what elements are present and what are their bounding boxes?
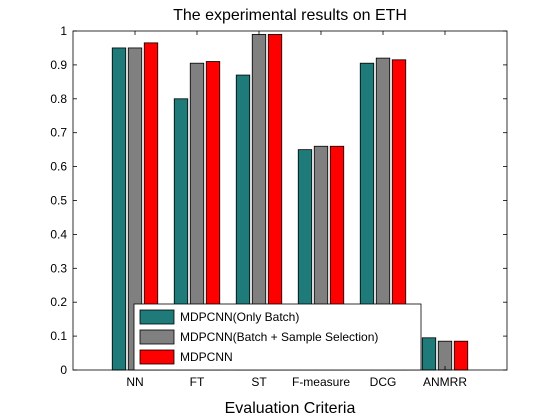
chart-title: The experimental results on ETH: [173, 7, 407, 24]
y-tick-label: 0.9: [50, 58, 67, 72]
legend-box: [133, 303, 422, 371]
legend-label-3: MDPCNN: [180, 350, 233, 364]
legend-label-1: MDPCNN(Only Batch): [180, 310, 299, 324]
y-tick-label: 0.2: [50, 295, 67, 309]
y-tick-label: 0: [60, 363, 67, 377]
x-tick-label: ANMRR: [423, 375, 467, 389]
y-tick-label: 0.7: [50, 126, 67, 140]
bar-anmrr-series-2: [437, 340, 453, 371]
y-tick-label: 0.8: [50, 92, 67, 106]
y-tick-label: 0.6: [50, 160, 67, 174]
y-tick-label: 0.4: [50, 227, 67, 241]
y-ticks-group: 0 0.1 0.2 0.3 0.4 0.5 0.6 0.7 0.8 0.9 1: [50, 24, 507, 377]
legend-swatch-3: [139, 349, 175, 365]
legend-label-2: MDPCNN(Batch + Sample Selection): [180, 330, 378, 344]
bars-group: [111, 33, 469, 371]
x-axis-label: Evaluation Criteria: [225, 400, 356, 417]
x-tick-label: ST: [251, 375, 267, 389]
y-tick-label: 0.5: [50, 194, 67, 208]
x-tick-label: NN: [126, 375, 143, 389]
legend: MDPCNN(Only Batch) MDPCNN(Batch + Sample …: [133, 303, 422, 371]
x-tick-label: DCG: [370, 375, 397, 389]
x-ticks-group: NN FT ST F-measure DCG ANMRR: [126, 31, 467, 389]
bar-anmrr-series-3: [453, 340, 469, 371]
x-tick-label: FT: [190, 375, 205, 389]
x-tick-label: F-measure: [292, 375, 350, 389]
y-tick-label: 0.1: [50, 329, 67, 343]
legend-swatch-2: [139, 329, 175, 345]
y-tick-label: 1: [60, 24, 67, 38]
y-tick-label: 0.3: [50, 261, 67, 275]
bar-anmrr-series-1: [421, 337, 437, 371]
legend-swatch-1: [139, 309, 175, 325]
bar-nn-series-1: [111, 47, 127, 371]
